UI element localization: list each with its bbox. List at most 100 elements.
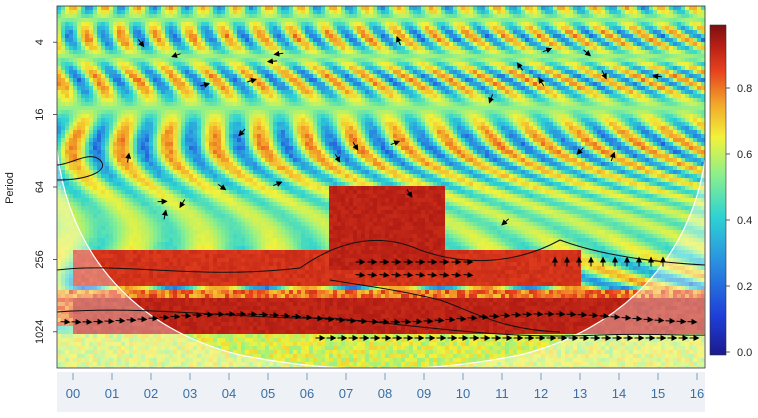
heatmap-cell xyxy=(297,62,302,67)
heatmap-cell xyxy=(229,30,234,35)
heatmap-cell xyxy=(353,14,358,19)
heatmap-cell xyxy=(617,102,622,107)
heatmap-cell xyxy=(633,18,638,23)
heatmap-cell xyxy=(265,102,270,107)
heatmap-cell xyxy=(177,90,182,95)
heatmap-cell xyxy=(241,54,246,59)
heatmap-cell xyxy=(393,126,398,131)
heatmap-cell xyxy=(429,90,434,95)
heatmap-cell xyxy=(297,18,302,23)
heatmap-cell xyxy=(377,66,382,71)
heatmap-cell xyxy=(673,102,678,107)
heatmap-cell xyxy=(357,86,362,91)
heatmap-cell xyxy=(165,66,170,71)
heatmap-cell xyxy=(317,66,322,71)
heatmap-cell xyxy=(445,10,450,15)
heatmap-cell xyxy=(593,30,598,35)
heatmap-cell xyxy=(417,70,422,75)
heatmap-cell xyxy=(689,62,694,67)
heatmap-cell xyxy=(265,42,270,47)
heatmap-cell xyxy=(65,118,70,123)
heatmap-cell xyxy=(333,98,338,103)
heatmap-cell xyxy=(197,110,202,115)
heatmap-cell xyxy=(365,82,370,87)
heatmap-cell xyxy=(601,110,606,115)
heatmap-cell xyxy=(477,62,482,67)
heatmap-cell xyxy=(617,106,622,111)
heatmap-cell xyxy=(285,78,290,83)
heatmap-cell xyxy=(545,102,550,107)
heatmap-cell xyxy=(645,82,650,87)
heatmap-cell xyxy=(557,14,562,19)
heatmap-cell xyxy=(657,46,662,51)
heatmap-cell xyxy=(673,94,678,99)
heatmap-cell xyxy=(549,90,554,95)
heatmap-cell xyxy=(229,98,234,103)
heatmap-cell xyxy=(541,6,546,11)
heatmap-cell xyxy=(269,18,274,23)
heatmap-cell xyxy=(393,102,398,107)
heatmap-cell xyxy=(549,22,554,27)
heatmap-cell xyxy=(153,58,158,63)
heatmap-cell xyxy=(449,110,454,115)
heatmap-cell xyxy=(181,30,186,35)
heatmap-cell xyxy=(577,14,582,19)
heatmap-cell xyxy=(585,114,590,119)
heatmap-cell xyxy=(57,114,62,119)
heatmap-cell xyxy=(541,74,546,79)
heatmap-cell xyxy=(409,6,414,11)
heatmap-cell xyxy=(361,30,366,35)
heatmap-cell xyxy=(677,86,682,91)
heatmap-cell xyxy=(141,98,146,103)
heatmap-cell xyxy=(609,6,614,11)
heatmap-cell xyxy=(461,78,466,83)
heatmap-cell xyxy=(273,86,278,91)
heatmap-cell xyxy=(653,102,658,107)
heatmap-cell xyxy=(349,106,354,111)
heatmap-cell xyxy=(445,30,450,35)
heatmap-cell xyxy=(389,98,394,103)
heatmap-cell xyxy=(545,34,550,39)
heatmap-cell xyxy=(361,22,366,27)
heatmap-cell xyxy=(369,126,374,131)
heatmap-cell xyxy=(385,50,390,55)
heatmap-cell xyxy=(273,90,278,95)
heatmap-cell xyxy=(121,34,126,39)
heatmap-cell xyxy=(177,110,182,115)
heatmap-cell xyxy=(93,38,98,43)
heatmap-cell xyxy=(265,70,270,75)
heatmap-cell xyxy=(173,110,178,115)
heatmap-cell xyxy=(145,62,150,67)
heatmap-cell xyxy=(217,94,222,99)
heatmap-cell xyxy=(521,90,526,95)
heatmap-cell xyxy=(469,22,474,27)
heatmap-cell xyxy=(333,18,338,23)
heatmap-cell xyxy=(81,26,86,31)
heatmap-cell xyxy=(289,66,294,71)
heatmap-cell xyxy=(493,58,498,63)
heatmap-cell xyxy=(425,54,430,59)
heatmap-cell xyxy=(349,18,354,23)
heatmap-cell xyxy=(69,42,74,47)
heatmap-cell xyxy=(161,114,166,119)
heatmap-cell xyxy=(77,14,82,19)
heatmap-cell xyxy=(357,54,362,59)
heatmap-cell xyxy=(505,66,510,71)
heatmap-cell xyxy=(593,58,598,63)
heatmap-cell xyxy=(661,102,666,107)
heatmap-cell xyxy=(677,90,682,95)
heatmap-cell xyxy=(65,126,70,131)
heatmap-cell xyxy=(277,18,282,23)
heatmap-cell xyxy=(341,122,346,127)
heatmap-cell xyxy=(329,102,334,107)
heatmap-cell xyxy=(385,42,390,47)
heatmap-cell xyxy=(357,118,362,123)
heatmap-cell xyxy=(677,14,682,19)
heatmap-cell xyxy=(581,102,586,107)
heatmap-cell xyxy=(549,38,554,43)
heatmap-cell xyxy=(701,70,705,75)
heatmap-cell xyxy=(561,90,566,95)
heatmap-cell xyxy=(457,94,462,99)
heatmap-cell xyxy=(269,42,274,47)
heatmap-cell xyxy=(553,26,558,31)
